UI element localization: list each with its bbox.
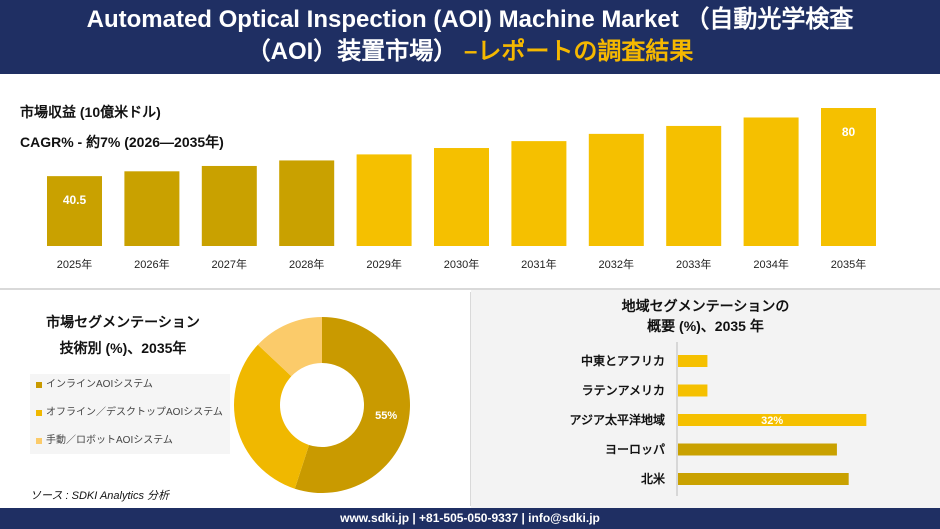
revenue-bar bbox=[279, 160, 335, 246]
donut-slice bbox=[294, 317, 410, 493]
horizontal-divider bbox=[0, 288, 940, 290]
region-value-label: 32% bbox=[761, 415, 783, 427]
revenue-bar bbox=[356, 154, 412, 246]
legend-item: インラインAOIシステム bbox=[36, 378, 224, 392]
revenue-bar bbox=[434, 148, 489, 246]
year-tick-label: 2027年 bbox=[212, 257, 247, 271]
year-tick-label: 2026年 bbox=[134, 257, 169, 271]
year-tick-label: 2032年 bbox=[599, 257, 634, 271]
year-tick-label: 2030年 bbox=[444, 257, 479, 271]
revenue-bar bbox=[666, 125, 722, 246]
donut-slice bbox=[233, 344, 310, 489]
year-tick-label: 2031年 bbox=[521, 257, 556, 271]
revenue-bar bbox=[743, 117, 799, 246]
title-line-2: （AOI）装置市場） –レポートの調査結果 bbox=[0, 37, 940, 67]
region-label: ヨーロッパ bbox=[605, 443, 665, 457]
year-tick-label: 2025年 bbox=[57, 257, 92, 271]
region-bar bbox=[678, 473, 849, 485]
legend-swatch bbox=[36, 382, 42, 388]
revenue-bar bbox=[511, 141, 567, 246]
legend-swatch bbox=[36, 410, 42, 416]
bar-value-label: 40.5 bbox=[63, 193, 87, 207]
legend-label: オフライン／デスクトップAOIシステム bbox=[46, 407, 223, 418]
region-bar bbox=[678, 414, 867, 426]
region-label: ラテンアメリカ bbox=[582, 384, 665, 398]
legend-item: 手動／ロボットAOIシステム bbox=[36, 434, 224, 448]
title-line-1: Automated Optical Inspection (AOI) Machi… bbox=[86, 6, 854, 33]
region-bar bbox=[678, 443, 837, 456]
metric-label: 市場収益 (10億米ドル) bbox=[20, 104, 161, 120]
region-segment-panel: 地域セグメンテーションの 概要 (%)、2035 年 中東とアフリカ ラテンアメリ… bbox=[471, 290, 940, 508]
region-label: 中東とアフリカ bbox=[581, 353, 665, 368]
segment-title-line-2: 技術別 (%)、2035年 bbox=[59, 340, 187, 356]
market-revenue-chart: 市場収益 (10億米ドル) CAGR% - 約7% (2026—2035年) 2… bbox=[0, 74, 940, 286]
technology-segment-panel: 市場セグメンテーション 技術別 (%)、2035年 インラインAOIシステムオフ… bbox=[0, 290, 470, 508]
header-banner: Automated Optical Inspection (AOI) Machi… bbox=[0, 0, 940, 74]
cagr-label: CAGR% - 約7% (2026—2035年) bbox=[20, 134, 224, 150]
title-line-2-accent: –レポートの調査結果 bbox=[463, 38, 694, 65]
region-label: アジア太平洋地域 bbox=[569, 412, 665, 427]
year-tick-label: 2033年 bbox=[676, 257, 711, 271]
region-bar bbox=[678, 355, 708, 367]
vertical-divider bbox=[470, 292, 471, 506]
legend-label: 手動／ロボットAOIシステム bbox=[46, 435, 173, 446]
legend-swatch bbox=[36, 438, 42, 444]
year-tick-label: 2028年 bbox=[289, 257, 324, 271]
region-label: 北米 bbox=[641, 471, 666, 486]
revenue-bar bbox=[47, 176, 102, 246]
technology-donut-svg: 55% bbox=[233, 317, 410, 493]
source-note: ソース : SDKI Analytics 分析 bbox=[30, 490, 170, 502]
year-tick-label: 2034年 bbox=[753, 257, 788, 271]
title-line-2-main: （AOI）装置市場） bbox=[246, 38, 458, 65]
segment-title-line-1: 市場セグメンテーション bbox=[46, 314, 200, 330]
donut-slice bbox=[257, 317, 322, 377]
legend-label: インラインAOIシステム bbox=[46, 379, 153, 390]
legend-item: オフライン／デスクトップAOIシステム bbox=[36, 406, 224, 420]
region-title-line-2: 概要 (%)、2035 年 bbox=[647, 318, 764, 334]
revenue-bar bbox=[588, 133, 644, 246]
donut-value-label: 55% bbox=[375, 410, 397, 422]
region-bar bbox=[678, 384, 708, 397]
revenue-bar-chart-svg: 2025年 40.5 2026年 2027年 2028年 2029年 2030年 2031年 2… bbox=[47, 108, 876, 271]
revenue-bar bbox=[124, 171, 180, 246]
footer-contact-bar: www.sdki.jp | +81-505-050-9337 | info@sd… bbox=[0, 508, 940, 529]
bar-value-label: 80 bbox=[842, 125, 856, 139]
donut-legend: インラインAOIシステムオフライン／デスクトップAOIシステム 手動／ロボットAO… bbox=[30, 374, 230, 454]
revenue-bar bbox=[201, 165, 257, 246]
revenue-bar bbox=[821, 108, 876, 246]
region-title-line-1: 地域セグメンテーションの bbox=[621, 298, 790, 314]
year-tick-label: 2035年 bbox=[831, 257, 866, 271]
year-tick-label: 2029年 bbox=[366, 257, 401, 271]
